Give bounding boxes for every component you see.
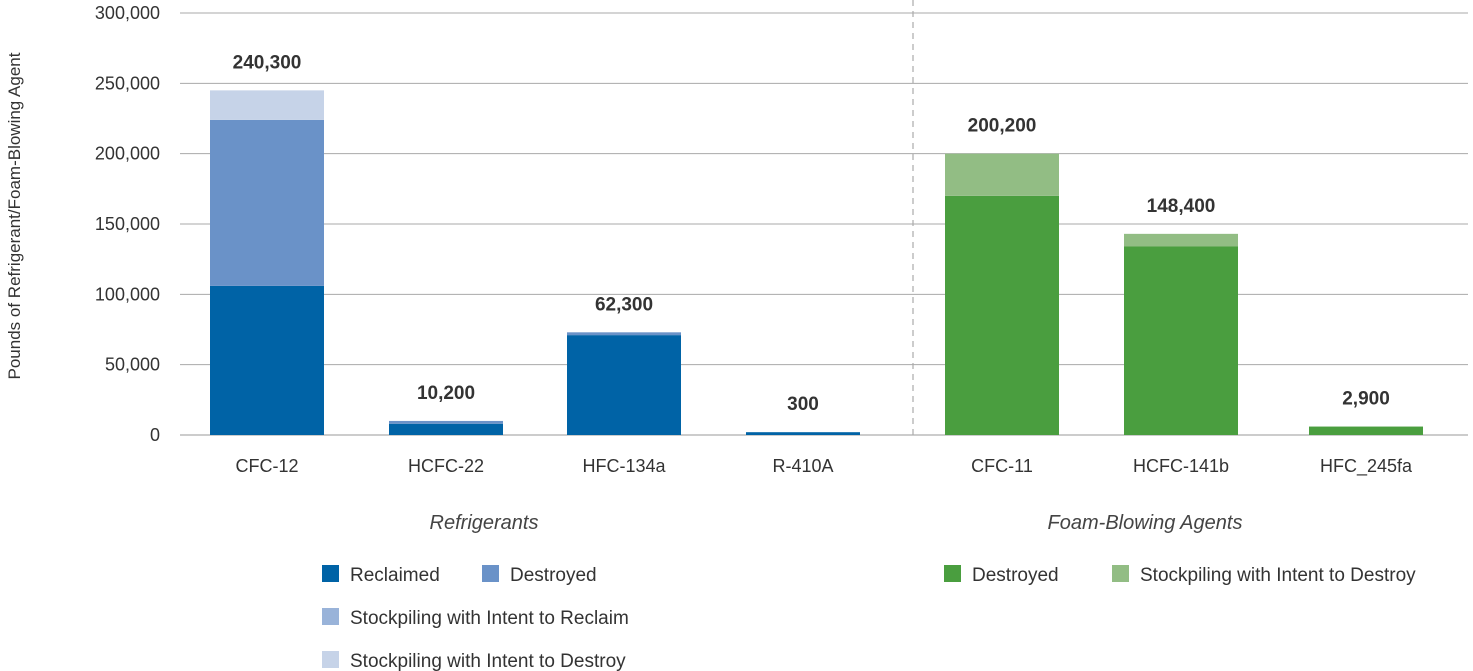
bar-segment: [945, 153, 1059, 196]
x-tick-label: CFC-11: [971, 456, 1033, 476]
total-label: 10,200: [417, 383, 475, 404]
total-label: 240,300: [233, 52, 302, 73]
y-tick-label: 100,000: [95, 284, 160, 304]
y-tick-label: 0: [150, 425, 160, 445]
legends: Reclaimed Destroyed Stockpiling with Inten…: [322, 565, 1416, 671]
legend-swatch: [482, 565, 499, 582]
x-tick-label: HFC_245fa: [1320, 456, 1413, 477]
bar-segment: [389, 423, 503, 435]
y-axis: 0 50,000 100,000 150,000 200,000 250,000 300,0…: [95, 3, 160, 445]
bar-segment: [389, 420, 503, 424]
x-tick-label: R-410A: [772, 456, 833, 476]
y-axis-label: Pounds of Refrigerant/Foam-Blowing Agent: [5, 52, 24, 379]
y-tick-label: 250,000: [95, 73, 160, 93]
y-tick-label: 200,000: [95, 144, 160, 164]
legend-item: Stockpiling with Intent to Destroy: [1140, 565, 1416, 586]
x-tick-label: CFC-12: [235, 456, 298, 476]
bar-segment: [945, 195, 1059, 435]
bar-segment: [567, 332, 681, 336]
group-labels: Refrigerants Foam-Blowing Agents: [430, 512, 1243, 534]
total-label: 300: [787, 394, 819, 415]
bar-segment: [210, 285, 324, 435]
total-label: 148,400: [1147, 196, 1216, 217]
bars: [210, 90, 1423, 435]
group-label: Refrigerants: [430, 512, 539, 534]
gridlines: [180, 0, 1468, 436]
legend-item: Destroyed: [510, 565, 597, 586]
y-tick-label: 300,000: [95, 3, 160, 23]
total-label: 62,300: [595, 294, 653, 315]
bar-segment: [567, 335, 681, 435]
bar-segment: [1124, 233, 1238, 247]
bar-segment: [210, 90, 324, 120]
legend-swatch: [1112, 565, 1129, 582]
x-tick-label: HCFC-141b: [1133, 456, 1229, 476]
legend-item: Stockpiling with Intent to Destroy: [350, 651, 626, 671]
legend-item: Destroyed: [972, 565, 1059, 586]
bar-segment: [1124, 246, 1238, 435]
data-labels: 240,300 CFC-12 10,200 HCFC-22 62,300 HFC-134a…: [233, 52, 1413, 477]
total-label: 200,200: [968, 116, 1037, 137]
legend-item: Reclaimed: [350, 565, 440, 586]
legend-swatch: [322, 608, 339, 625]
legend-swatch: [322, 565, 339, 582]
bar-segment: [1309, 426, 1423, 435]
legend-swatch: [322, 651, 339, 668]
legend-swatch: [944, 565, 961, 582]
bar-segment: [210, 119, 324, 286]
x-tick-label: HCFC-22: [408, 456, 484, 476]
legend-item: Stockpiling with Intent to Reclaim: [350, 608, 629, 629]
total-label: 2,900: [1342, 389, 1390, 410]
y-tick-label: 150,000: [95, 214, 160, 234]
group-label: Foam-Blowing Agents: [1048, 512, 1243, 534]
bar-segment: [746, 432, 860, 435]
x-tick-label: HFC-134a: [582, 456, 666, 476]
y-tick-label: 50,000: [105, 355, 160, 375]
